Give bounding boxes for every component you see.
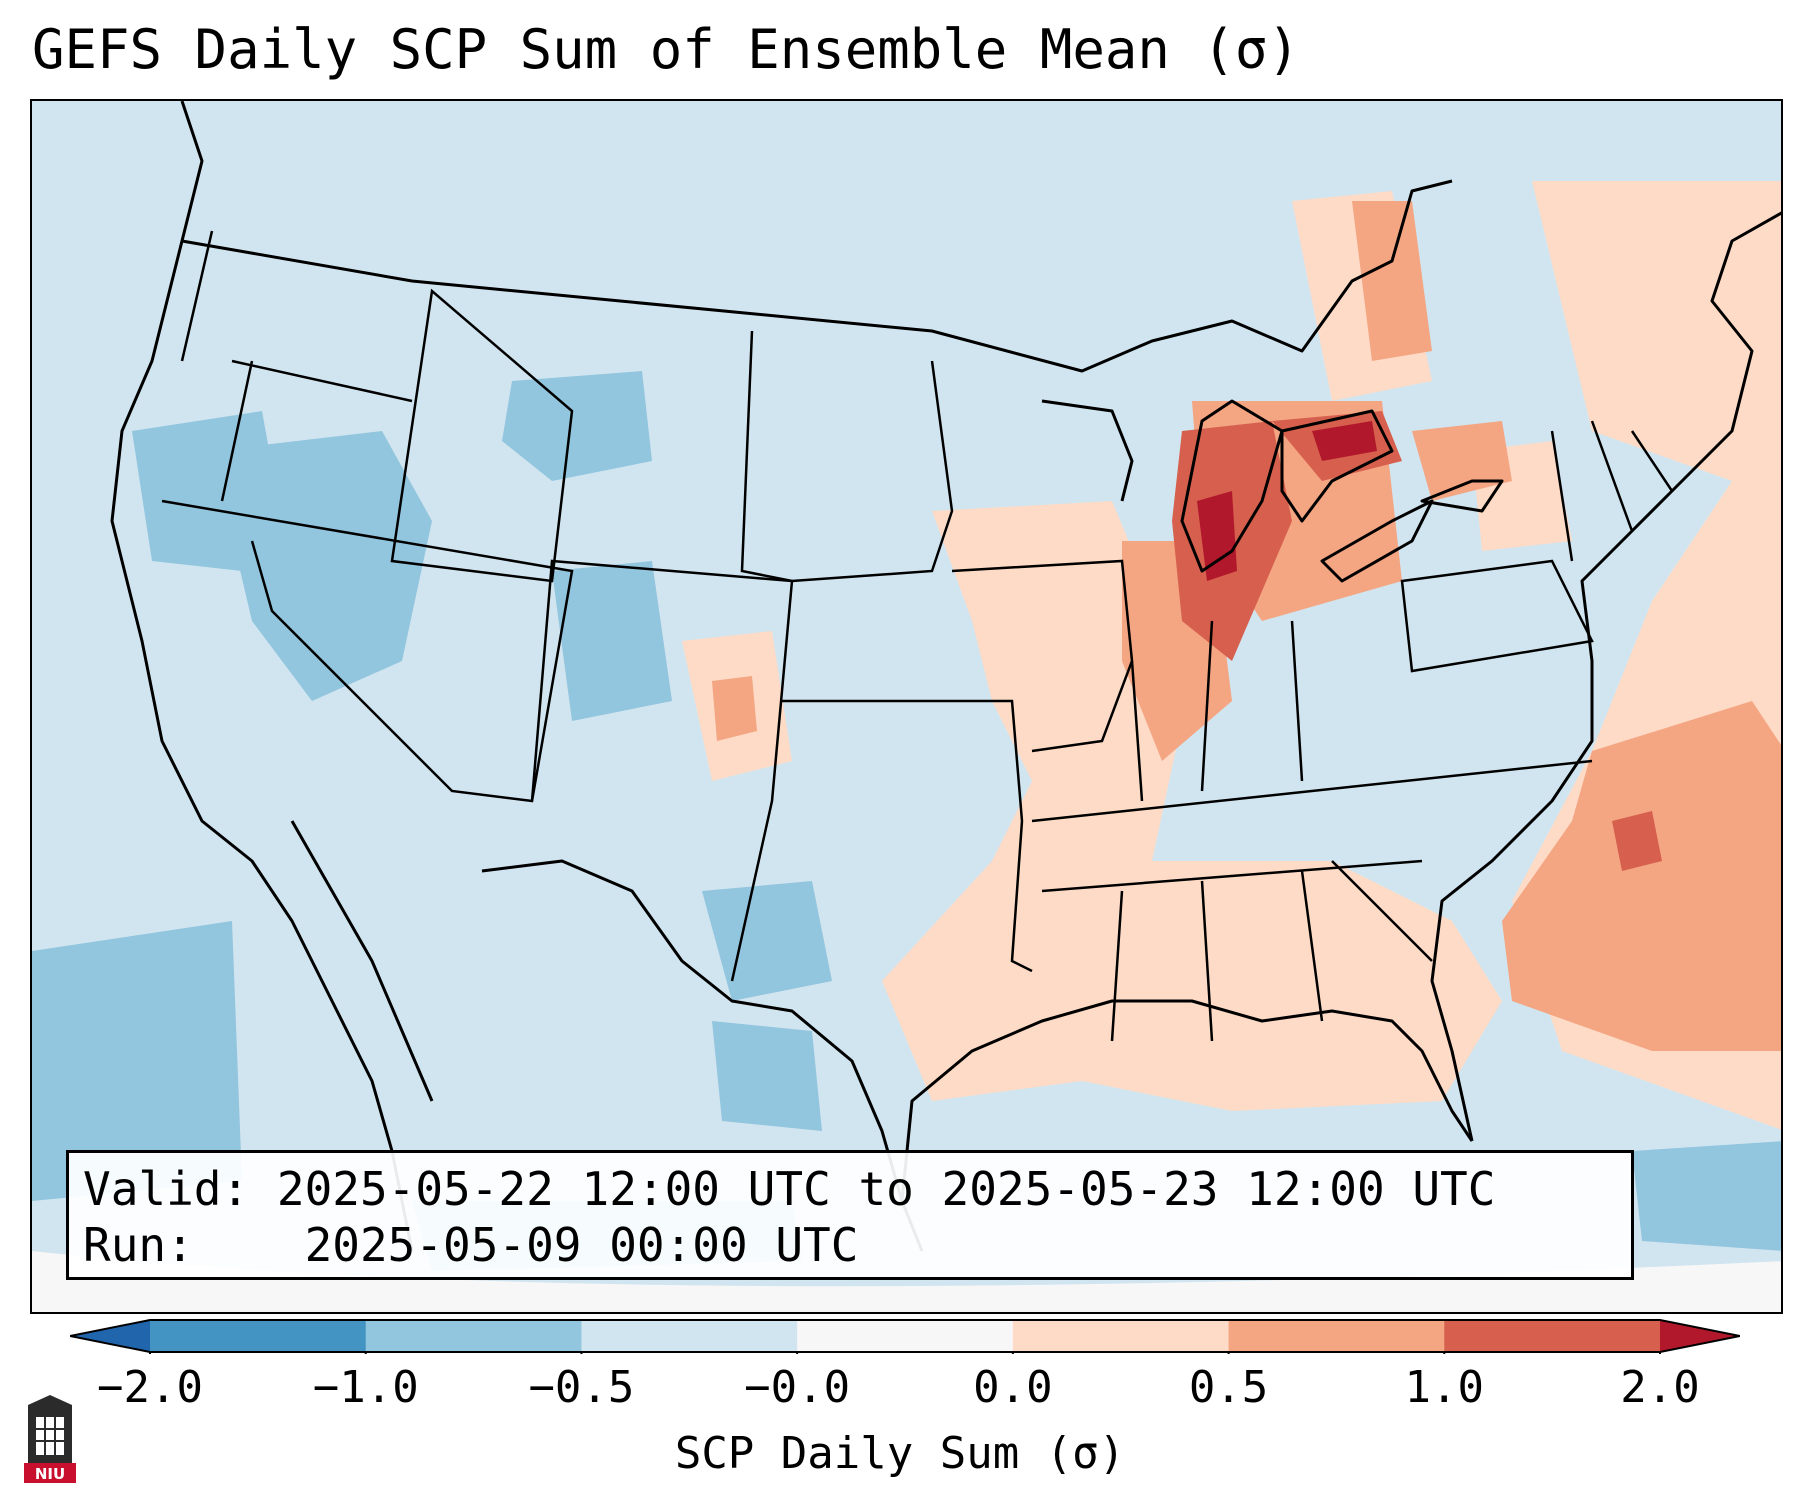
colorbar — [70, 1319, 1740, 1354]
lake-huron-outline — [1280, 409, 1394, 523]
map-edge-mask — [32, 1251, 1781, 1312]
anomaly-max-lake-huron — [1312, 421, 1377, 461]
coastline-gulf — [900, 999, 1474, 1202]
lake-michigan-outline — [1180, 399, 1284, 573]
colorbar-tick-label: −0.0 — [744, 1362, 851, 1413]
state-lines-southeast — [1041, 859, 1433, 1042]
border-us-canada — [181, 179, 1453, 373]
map-panel — [30, 99, 1783, 1314]
anomaly-region-colorado — [552, 561, 672, 721]
anomaly-region-colorado-east — [712, 676, 757, 741]
coastline-lake-superior — [1041, 399, 1134, 502]
colorbar-label: SCP Daily Sum (σ) — [674, 1428, 1126, 1479]
colorbar-segments — [150, 1320, 1661, 1352]
map-title: GEFS Daily SCP Sum of Ensemble Mean (σ) — [32, 18, 1300, 81]
validity-info-box: Valid: 2025-05-22 12:00 UTC to 2025-05-2… — [66, 1150, 1634, 1280]
colorbar-tick-label: −1.0 — [312, 1362, 419, 1413]
state-borders — [161, 230, 1674, 1042]
valid-value: 2025-05-22 12:00 UTC to 2025-05-23 12:00… — [276, 1162, 1496, 1216]
anomaly-region-quebec — [1352, 201, 1432, 361]
colorbar-tick-label: −0.5 — [528, 1362, 635, 1413]
valid-label: Valid: — [83, 1162, 250, 1216]
colorbar-tick-label: 1.0 — [1404, 1362, 1485, 1413]
colorbar-segment — [1228, 1320, 1445, 1352]
colorbar-outline — [70, 1319, 1740, 1353]
anomaly-region-atlantic-core — [1612, 811, 1662, 871]
colorbar-tick-label: −2.0 — [97, 1362, 203, 1413]
anomaly-region-mexico — [712, 1021, 822, 1131]
logo-text: NIU — [35, 1465, 65, 1483]
colorbar-tick-label: 0.5 — [1188, 1362, 1269, 1413]
colorbar-segment — [1444, 1320, 1661, 1352]
state-lines-mid-atlantic — [1400, 559, 1594, 673]
colorbar-segment — [365, 1320, 582, 1352]
colorbar-segment — [150, 1320, 367, 1352]
logo-window-grid-icon — [36, 1417, 64, 1455]
coastline-pacific — [110, 101, 414, 1252]
niu-logo: NIU — [24, 1395, 76, 1483]
colorbar-ticks — [149, 1352, 1661, 1354]
map-canvas — [32, 101, 1781, 1312]
state-lines-mountain-north — [390, 288, 574, 583]
anomaly-region-central-east — [882, 501, 1502, 1111]
anomaly-region-gulf-stream — [1502, 701, 1781, 1051]
anomaly-region-caribbean — [1632, 1141, 1781, 1251]
colorbar-tick-label: 0.0 — [973, 1362, 1053, 1413]
state-lines-northwest — [180, 230, 413, 502]
colorbar-segment — [581, 1320, 798, 1352]
run-label: Run: — [83, 1218, 194, 1272]
state-lines-new-england — [1550, 420, 1674, 562]
anomaly-region-great-basin — [212, 431, 432, 701]
state-lines-plains — [782, 699, 1033, 973]
logo-window-icon — [36, 1417, 64, 1455]
map-borders — [110, 101, 1781, 1252]
state-lines-west — [161, 499, 574, 803]
run-value: 2025-05-09 00:00 UTC — [304, 1218, 859, 1272]
colorbar-over-arrow — [1660, 1320, 1740, 1352]
state-lines-dakotas — [740, 330, 954, 583]
colorbar-under-arrow — [70, 1320, 150, 1352]
coastline-atlantic — [1430, 211, 1781, 1142]
colorbar-segment — [797, 1320, 1014, 1352]
logo-band — [24, 1463, 76, 1483]
lake-erie-outline — [1320, 499, 1434, 583]
map-background — [32, 101, 1781, 1312]
state-lines-ohio-valley — [1031, 620, 1593, 823]
colorbar-segment — [1012, 1320, 1230, 1352]
anomaly-region-wyoming — [502, 371, 652, 481]
colorbar-tick-label: 2.0 — [1620, 1362, 1700, 1413]
anomaly-max-lake-michigan — [1197, 491, 1237, 581]
positive-anomaly-max — [1197, 421, 1377, 581]
lake-ontario-outline — [1420, 479, 1504, 513]
coastline-baja — [290, 820, 434, 1102]
anomaly-region-pacific — [32, 921, 242, 1201]
